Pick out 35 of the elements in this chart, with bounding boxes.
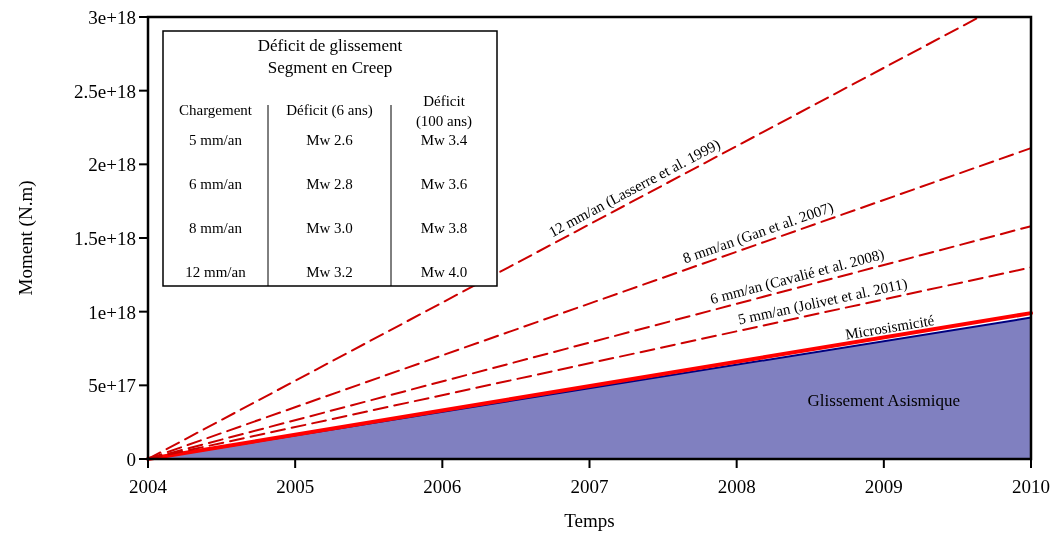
y-axis-title: Moment (N.m)	[15, 180, 37, 296]
annotation: 6 mm/an	[189, 176, 243, 192]
annotation: Mw 3.8	[420, 220, 468, 236]
annotation: Mw 3.4	[420, 132, 468, 148]
x-tick-label: 2008	[717, 476, 756, 497]
text: Microsismicité	[844, 312, 936, 343]
annotation: Mw 3.0	[306, 220, 353, 236]
x-tick-label: 2004	[129, 476, 168, 497]
y-tick-label: 3e+18	[88, 7, 136, 28]
y-tick-label: 2e+18	[88, 154, 136, 176]
y-tick-label: 5e+17	[88, 375, 136, 397]
annotation: Mw 2.8	[306, 176, 353, 192]
annotation: Mw 2.6	[306, 132, 354, 148]
x-tick-label: 2007	[570, 476, 609, 497]
y-tick-label: 1.5e+18	[74, 228, 136, 249]
x-axis-title: Temps	[564, 510, 615, 531]
annotation: 8 mm/an	[189, 220, 243, 236]
x-tick-label: 2010	[1012, 476, 1050, 497]
y-tick-label: 2.5e+18	[74, 80, 136, 102]
annotation: Déficit (100 ans)	[415, 93, 473, 130]
x-tick-label: 2005	[276, 476, 315, 497]
annotation: 12 mm/an	[185, 264, 247, 280]
annotation: Mw 4.0	[420, 264, 468, 280]
annotation: Mw 3.6	[420, 176, 468, 192]
annotation: Chargement	[178, 102, 253, 118]
x-tick-label: 2006	[423, 476, 462, 497]
annotation: Mw 3.2	[306, 264, 353, 280]
annotation: Déficit de glissement	[257, 36, 403, 55]
annotation: Déficit (6 ans)	[286, 102, 373, 119]
y-tick-label: 0	[126, 449, 136, 470]
y-tick-label: 1e+18	[88, 301, 136, 323]
series-label: Glissement Asismique	[807, 390, 961, 410]
x-tick-label: 2009	[864, 476, 903, 497]
annotation: Segment en Creep	[267, 58, 393, 77]
annotation: 5 mm/an	[189, 132, 243, 148]
